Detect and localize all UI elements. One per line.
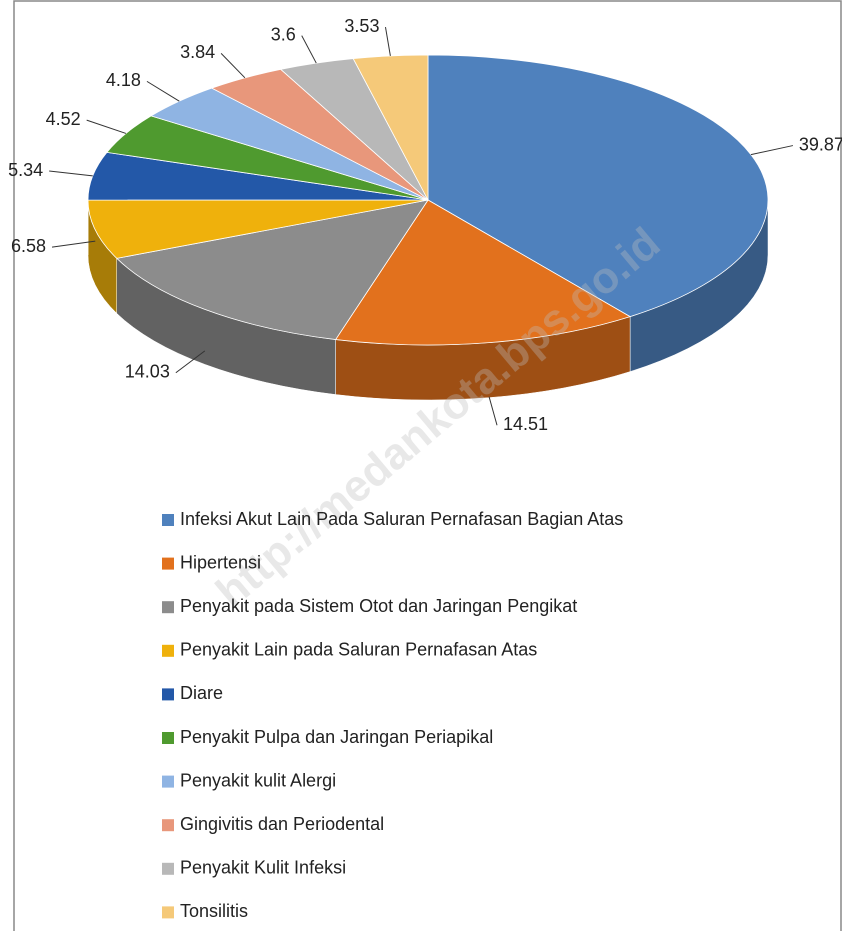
legend-swatch [162, 906, 174, 918]
data-label: 3.84 [180, 42, 215, 62]
data-label: 4.18 [106, 70, 141, 90]
legend-label: Infeksi Akut Lain Pada Saluran Pernafasa… [180, 509, 623, 529]
legend-label: Penyakit kulit Alergi [180, 770, 336, 790]
legend-swatch [162, 863, 174, 875]
data-label: 6.58 [11, 236, 46, 256]
legend-label: Penyakit Pulpa dan Jaringan Periapikal [180, 727, 493, 747]
legend-swatch [162, 688, 174, 700]
legend-swatch [162, 558, 174, 570]
legend-label: Diare [180, 683, 223, 703]
legend-label: Tonsilitis [180, 901, 248, 921]
data-label: 39.87 [799, 134, 842, 154]
legend-swatch [162, 819, 174, 831]
legend-swatch [162, 732, 174, 744]
data-label: 14.03 [125, 362, 170, 382]
legend-swatch [162, 601, 174, 613]
legend-label: Penyakit pada Sistem Otot dan Jaringan P… [180, 596, 577, 616]
data-label: 3.6 [271, 24, 296, 44]
legend-label: Penyakit Kulit Infeksi [180, 858, 346, 878]
legend-label: Penyakit Lain pada Saluran Pernafasan At… [180, 640, 537, 660]
legend-label: Hipertensi [180, 552, 261, 572]
data-label: 3.53 [344, 16, 379, 36]
data-label: 4.52 [46, 109, 81, 129]
legend-label: Gingivitis dan Periodental [180, 814, 384, 834]
legend-swatch [162, 514, 174, 526]
legend-swatch [162, 645, 174, 657]
legend-swatch [162, 776, 174, 788]
data-label: 5.34 [8, 160, 43, 180]
data-label: 14.51 [503, 414, 548, 434]
